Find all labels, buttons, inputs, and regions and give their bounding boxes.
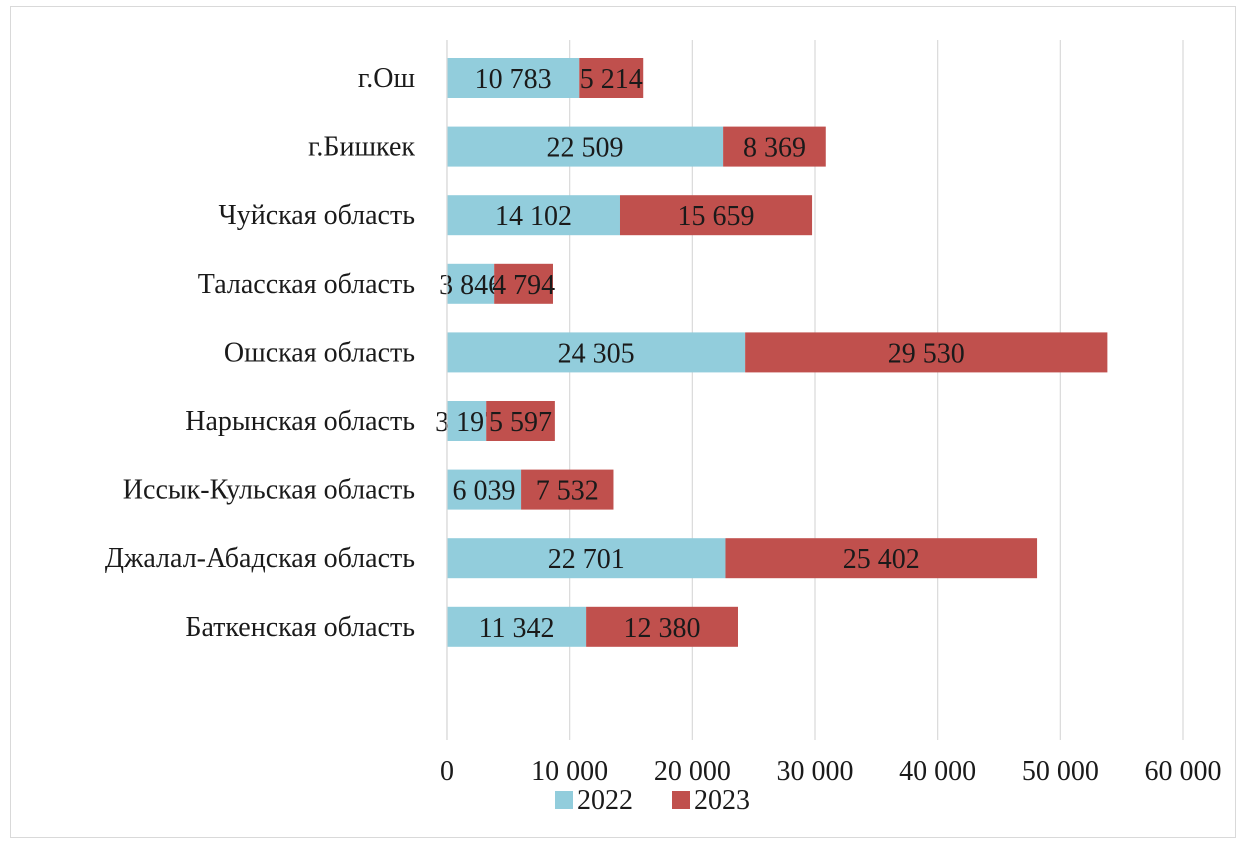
x-tick-label: 50 000 [1022, 756, 1099, 787]
legend-swatch-2023 [672, 791, 690, 809]
data-label-2023: 25 402 [843, 544, 920, 575]
data-label-2022: 6 039 [453, 476, 516, 507]
bar-2023 [521, 469, 614, 510]
data-label-2023: 15 659 [678, 201, 755, 232]
bar-2022 [447, 606, 587, 647]
legend-label-2023: 2023 [694, 785, 750, 816]
category-label: Таласская область [198, 269, 415, 300]
bar-2023 [619, 195, 813, 236]
bar-2022 [447, 469, 522, 510]
category-label: Ошская область [224, 337, 415, 368]
data-label-2023: 7 532 [536, 476, 599, 507]
category-label: Иссык-Кульская область [123, 475, 415, 506]
bar-2022 [447, 195, 620, 236]
data-label-2022: 22 701 [548, 544, 625, 575]
bar-2023 [586, 606, 738, 647]
data-label-2022: 3 846 [439, 270, 502, 301]
data-label-2023: 29 530 [888, 338, 965, 369]
category-label: Чуйская область [219, 200, 415, 231]
x-tick-label: 10 000 [531, 756, 608, 787]
x-tick-label: 20 000 [654, 756, 731, 787]
data-label-2022: 14 102 [495, 201, 572, 232]
bar-2023 [486, 401, 555, 441]
bar-2023 [745, 332, 1108, 373]
category-label: г.Ош [358, 63, 416, 94]
data-label-2023: 4 794 [492, 270, 555, 301]
category-label: Джалал-Абадская область [105, 543, 415, 574]
bar-2022 [447, 58, 580, 98]
category-label: Нарынская область [185, 406, 415, 437]
category-label: г.Бишкек [308, 132, 415, 163]
data-label-2022: 24 305 [558, 338, 635, 369]
bar-2023 [494, 263, 553, 304]
x-tick-label: 30 000 [777, 756, 854, 787]
bar-2023 [579, 58, 644, 98]
bar-2022 [447, 538, 726, 579]
bar-2022 [447, 332, 746, 373]
data-label-2023: 8 369 [743, 133, 806, 164]
x-tick-label: 0 [440, 756, 454, 787]
x-tick-label: 40 000 [899, 756, 976, 787]
legend-swatch-2022 [555, 791, 573, 809]
bar-2023 [725, 538, 1038, 579]
data-label-2022: 10 783 [475, 64, 552, 95]
data-label-2023: 5 597 [489, 407, 552, 438]
bar-2022 [447, 401, 487, 441]
x-tick-label: 60 000 [1145, 756, 1222, 787]
category-label: Баткенская область [185, 612, 415, 643]
bar-2022 [447, 126, 724, 167]
data-label-2022: 22 509 [547, 133, 624, 164]
bar-2023 [723, 126, 826, 167]
data-label-2023: 5 214 [580, 64, 643, 95]
data-label-2022: 11 342 [479, 613, 555, 644]
legend-label-2022: 2022 [577, 785, 633, 816]
bar-2022 [447, 263, 495, 304]
data-label-2023: 12 380 [624, 613, 701, 644]
